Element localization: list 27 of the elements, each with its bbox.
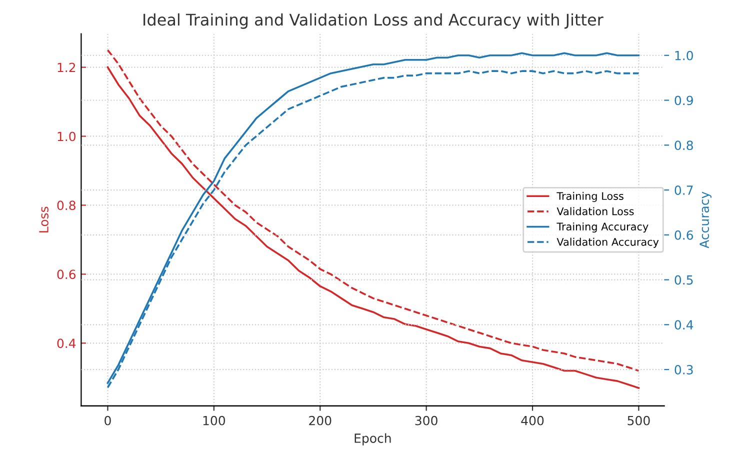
chart-title: Ideal Training and Validation Loss and Accuracy with Jitter (144, 13, 604, 29)
y-tick-label: 0.4 (57, 338, 76, 348)
y2-axis-title: Accuracy (700, 192, 712, 248)
y2-tick-label: 0.6 (674, 230, 694, 240)
y2-tick-label: 0.7 (674, 185, 693, 195)
y2-tick-label: 1.0 (675, 50, 693, 60)
y2-tick-label: 0.4 (674, 320, 694, 330)
x-tick-label: 400 (521, 416, 544, 426)
x-tick-label: 500 (628, 416, 650, 426)
x-tick-label: 100 (203, 416, 226, 426)
legend-label: Training Loss (556, 192, 624, 202)
y2-tick-label: 0.3 (674, 365, 693, 374)
x-axis-title: Epoch (354, 433, 391, 446)
y2-tick-label: 0.9 (674, 96, 693, 106)
y-axis-title: Loss (39, 206, 48, 232)
y-tick-label: 0.8 (57, 200, 76, 210)
x-tick-label: 200 (309, 416, 332, 426)
y-tick-label: 1.0 (58, 132, 76, 142)
y2-tick-label: 0.5 (674, 275, 693, 285)
x-tick-label: 300 (415, 416, 438, 426)
legend-label: Validation Loss (556, 207, 634, 216)
y2-tick-label: 0.8 (674, 140, 693, 150)
y-tick-label: 0.6 (57, 270, 76, 280)
legend-label: Validation Accuracy (556, 238, 659, 248)
legend-label: Training Accuracy (556, 222, 648, 233)
x-tick-label: 0 (104, 416, 111, 426)
y-tick-label: 1.2 (58, 62, 76, 72)
